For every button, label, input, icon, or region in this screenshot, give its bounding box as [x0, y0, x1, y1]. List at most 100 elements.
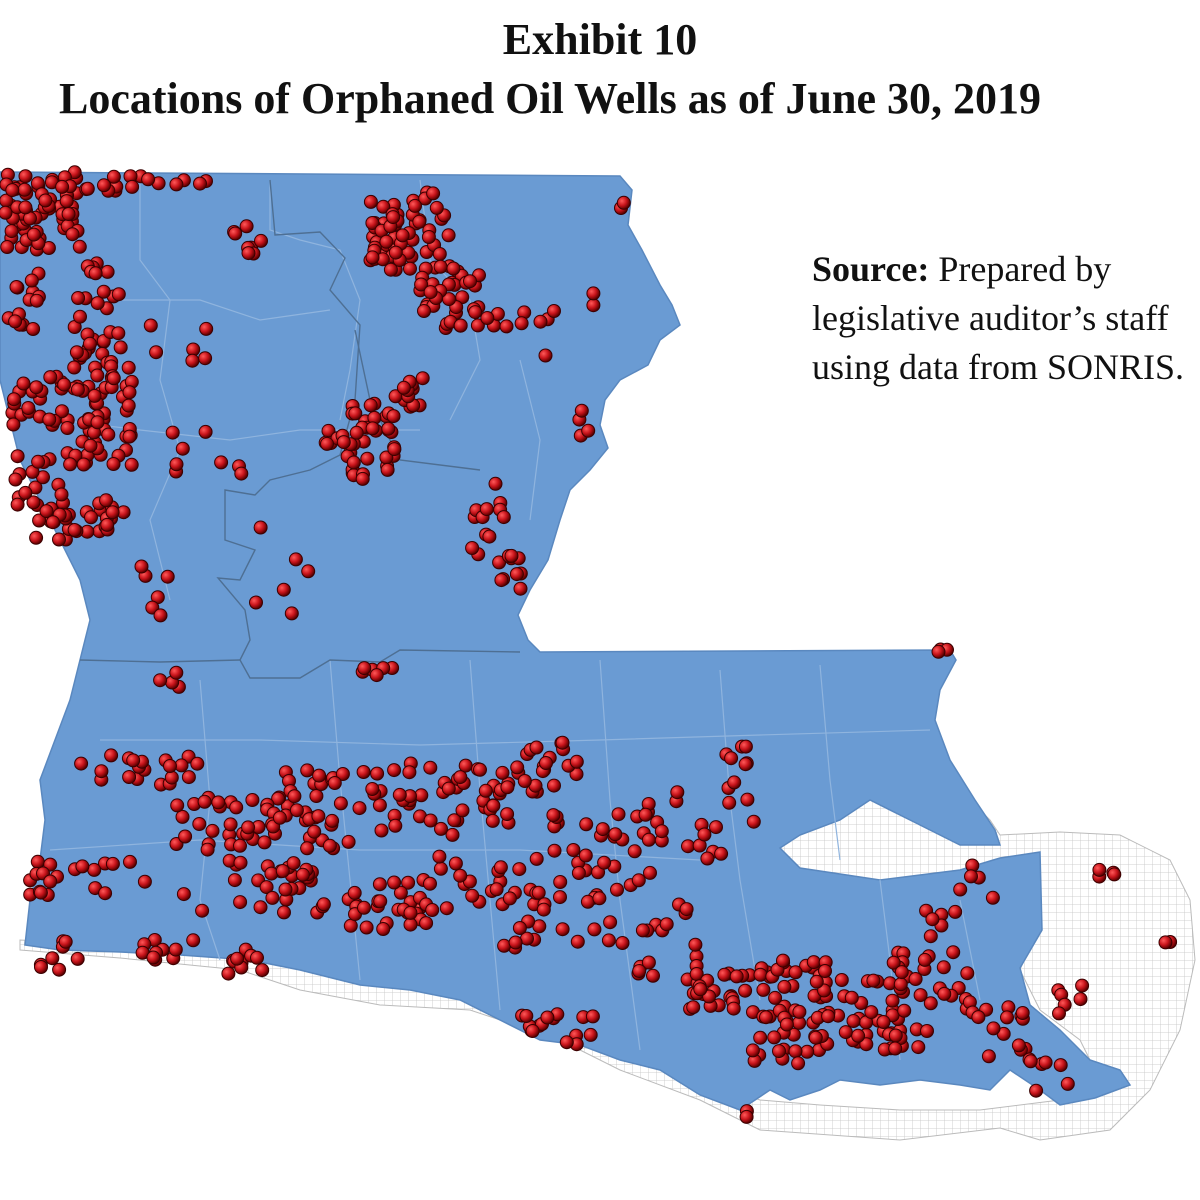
oil-well-dot-icon [846, 1014, 861, 1028]
oil-well-dot-icon [866, 973, 881, 988]
oil-well-dot-icon [417, 304, 431, 318]
oil-well-dot-icon [1075, 978, 1090, 993]
oil-well-dot-icon [388, 818, 403, 833]
oil-well-dot-icon [239, 219, 254, 234]
oil-well-dot-icon [583, 1027, 598, 1042]
oil-well-dot-icon [233, 838, 247, 853]
oil-well-dot-icon [357, 661, 372, 676]
oil-well-dot-icon [806, 955, 821, 970]
oil-well-dot-icon [1060, 1076, 1075, 1091]
oil-well-dot-icon [381, 421, 396, 436]
oil-well-dot-icon [175, 809, 190, 824]
oil-well-dot-icon [453, 868, 468, 883]
oil-well-dot-icon [7, 392, 21, 407]
oil-well-dot-icon [426, 186, 441, 201]
oil-well-dot-icon [55, 179, 70, 194]
oil-well-dot-icon [586, 286, 601, 301]
oil-well-dot-icon [859, 1037, 874, 1052]
oil-well-dot-icon [26, 227, 41, 242]
oil-well-dot-icon [169, 665, 184, 680]
oil-well-dot-icon [447, 813, 462, 828]
parish-boundaries [49, 179, 981, 1061]
oil-well-dot-icon [386, 409, 401, 424]
oil-well-dot-icon [446, 261, 461, 276]
oil-well-dot-icon [448, 856, 463, 871]
oil-well-dot-icon [29, 380, 44, 395]
oil-well-dot-icon [271, 791, 286, 806]
oil-well-dot-icon [383, 262, 398, 277]
oil-well-dot-icon [373, 894, 388, 909]
oil-well-dot-icon [111, 287, 126, 302]
oil-well-dot-icon [84, 510, 98, 525]
oil-well-dot-icon [376, 199, 391, 214]
oil-well-dot-icon [500, 780, 515, 795]
oil-well-dot-icon [82, 336, 97, 351]
oil-well-dot-icon [608, 827, 623, 842]
oil-well-dot-icon [745, 1043, 760, 1058]
oil-well-dot-icon [559, 1035, 574, 1050]
oil-well-dot-icon [257, 835, 272, 850]
oil-well-dot-icon [241, 820, 256, 835]
exhibit-label: Exhibit 10 [502, 15, 698, 64]
oil-well-dot-icon [986, 1021, 1001, 1036]
oil-well-dot-icon [395, 228, 410, 243]
oil-well-dot-icon [124, 457, 139, 472]
oil-well-dot-icon [479, 502, 494, 517]
oil-well-dot-icon [122, 385, 137, 400]
oil-well-dot-icon [312, 768, 327, 783]
oil-well-dot-icon [946, 945, 961, 960]
oil-well-dot-icon [113, 340, 128, 355]
oil-well-dot-icon [76, 457, 91, 472]
oil-well-dot-icon [38, 193, 53, 208]
oil-well-dot-icon [492, 555, 507, 570]
oil-well-dot-icon [908, 972, 923, 986]
oil-well-dot-icon [272, 810, 287, 825]
oil-well-dot-icon [211, 795, 226, 810]
oil-well-dot-icon [936, 960, 951, 975]
oil-well-dot-icon [779, 1017, 794, 1032]
oil-well-dot-icon [429, 200, 444, 215]
oil-well-dot-icon [255, 963, 270, 978]
oil-well-dot-icon [369, 668, 384, 683]
oil-well-dot-icon [432, 849, 447, 864]
oil-well-dot-icon [616, 195, 631, 210]
oil-well-dot-icon [346, 455, 361, 470]
oil-well-dot-icon [74, 756, 89, 771]
oil-well-dot-icon [555, 922, 570, 937]
oil-well-dot-icon [571, 866, 586, 880]
oil-well-dot-icon [379, 234, 394, 249]
oil-well-dot-icon [485, 813, 500, 828]
oil-well-dot-icon [363, 194, 378, 209]
oil-well-dot-icon [111, 326, 126, 341]
oil-well-dot-icon [94, 764, 109, 779]
oil-well-dot-icon [90, 415, 105, 430]
oil-well-dot-icon [402, 765, 417, 780]
oil-well-dot-icon [45, 951, 60, 966]
oil-well-dot-icon [57, 377, 72, 392]
oil-well-dot-icon [33, 885, 48, 900]
oil-well-dot-icon [365, 216, 380, 230]
oil-well-dot-icon [275, 864, 290, 878]
oil-well-dot-icon [595, 822, 610, 837]
oil-well-dot-icon [190, 756, 205, 771]
oil-well-dot-icon [343, 918, 358, 933]
oil-well-dot-icon [670, 785, 685, 800]
oil-well-dot-icon [586, 298, 601, 313]
oil-well-dot-icon [635, 923, 650, 938]
oil-well-dot-icon [482, 529, 497, 544]
oil-well-dot-icon [502, 891, 517, 906]
oil-well-dot-icon [327, 776, 342, 790]
oil-well-dot-icon [1073, 992, 1088, 1007]
oil-well-dot-icon [295, 867, 310, 882]
oil-well-dot-icon [122, 429, 137, 444]
oil-well-dot-icon [250, 950, 264, 965]
oil-well-dot-icon [1023, 1054, 1038, 1069]
oil-well-dot-icon [627, 844, 642, 859]
oil-well-dot-icon [497, 938, 512, 953]
oil-well-dot-icon [245, 793, 260, 807]
oil-well-dot-icon [756, 982, 771, 997]
oil-well-dot-icon [885, 993, 900, 1008]
oil-well-dot-icon [611, 807, 626, 822]
oil-well-dot-icon [160, 569, 175, 584]
